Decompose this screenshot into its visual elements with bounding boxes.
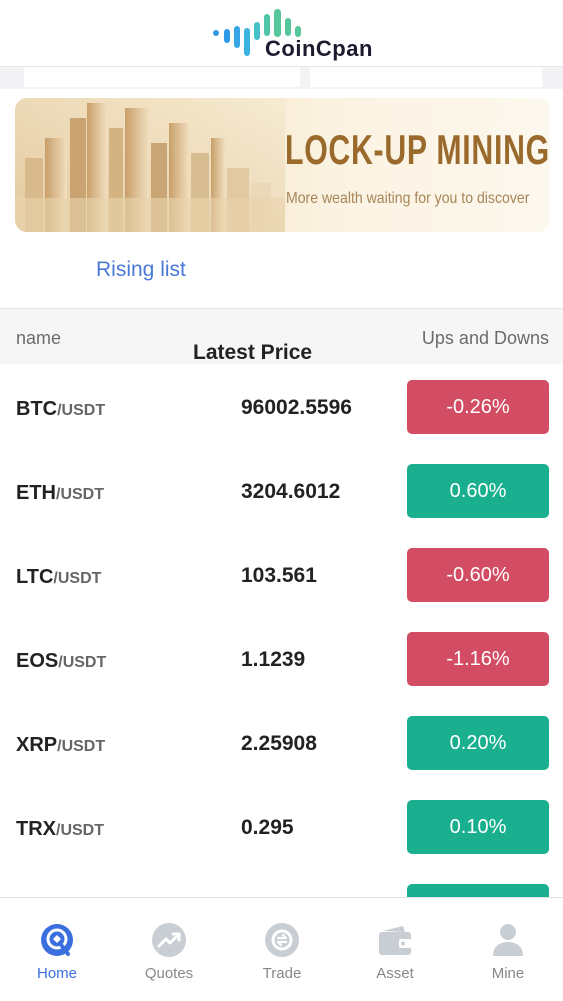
table-row[interactable]	[0, 868, 563, 897]
change-badge[interactable]: -0.60%	[407, 548, 549, 602]
quote-symbol: /USDT	[58, 654, 107, 671]
nav-asset[interactable]: Asset	[339, 898, 451, 1001]
pair-label: BTC/USDT	[16, 398, 105, 421]
change-badge[interactable]: -0.26%	[407, 380, 549, 434]
change-badge[interactable]: 0.60%	[407, 464, 549, 518]
table-row[interactable]: ETH/USDT 3204.6012 0.60%	[0, 448, 563, 532]
app-header: CoinCpan	[0, 0, 563, 67]
quote-symbol: /USDT	[56, 822, 104, 839]
banner-title: LOCK-UP MINING	[285, 126, 550, 173]
city-illustration	[15, 98, 285, 232]
nav-label: Mine	[491, 965, 525, 982]
quote-symbol: /USDT	[57, 738, 106, 755]
base-symbol: XRP	[16, 734, 58, 756]
pair-label: LTC/USDT	[16, 566, 101, 589]
market-list: BTC/USDT 96002.5596 -0.26% ETH/USDT 3204…	[0, 364, 563, 897]
latest-price: 1.1239	[241, 648, 306, 671]
nav-home[interactable]: Home	[1, 898, 113, 1001]
quotes-icon	[152, 923, 186, 957]
brand-name: CoinCpan	[265, 36, 373, 61]
latest-price: 2.25908	[241, 732, 317, 755]
pair-label: ETH/USDT	[16, 482, 104, 505]
nav-quotes[interactable]: Quotes	[113, 898, 225, 1001]
wallet-icon	[379, 926, 411, 955]
pair-label: XRP/USDT	[16, 734, 105, 757]
latest-price: 3204.6012	[241, 480, 341, 503]
user-icon	[493, 924, 523, 956]
header-ups-and-downs: Ups and Downs	[421, 328, 549, 348]
table-row[interactable]: XRP/USDT 2.25908 0.20%	[0, 700, 563, 784]
tab-rising-list[interactable]: Rising list	[96, 258, 186, 281]
promo-banner[interactable]: LOCK-UP MINING More wealth waiting for y…	[15, 98, 550, 232]
table-row[interactable]: BTC/USDT 96002.5596 -0.26%	[0, 364, 563, 448]
latest-price: 103.561	[241, 564, 317, 587]
nav-trade[interactable]: Trade	[226, 898, 338, 1001]
header-latest-price: Latest Price	[193, 341, 313, 364]
top-card-right[interactable]	[310, 67, 542, 87]
quote-symbol: /USDT	[56, 486, 104, 503]
change-badge[interactable]: -1.16%	[407, 632, 549, 686]
latest-price: 0.295	[241, 816, 294, 839]
pair-label: TRX/USDT	[16, 818, 104, 841]
base-symbol: ETH	[16, 482, 56, 504]
base-symbol: BTC	[16, 398, 58, 420]
quote-symbol: /USDT	[53, 570, 102, 587]
bottom-nav: Home Quotes Trade Asset Mine	[0, 897, 563, 1001]
trade-icon	[265, 923, 299, 957]
nav-label: Quotes	[144, 965, 194, 982]
logo-icon	[213, 9, 301, 56]
nav-label: Asset	[376, 965, 414, 982]
nav-label: Home	[36, 965, 77, 982]
table-header: name Latest Price Ups and Downs	[0, 308, 563, 364]
table-row[interactable]: TRX/USDT 0.295 0.10%	[0, 784, 563, 868]
pair-label: EOS/USDT	[16, 650, 106, 673]
table-row[interactable]: EOS/USDT 1.1239 -1.16%	[0, 616, 563, 700]
home-icon	[41, 924, 73, 956]
banner-subtitle: More wealth waiting for you to discover	[286, 190, 530, 207]
table-row[interactable]: LTC/USDT 103.561 -0.60%	[0, 532, 563, 616]
top-card-left[interactable]	[24, 67, 300, 87]
quote-symbol: /USDT	[57, 402, 106, 419]
change-badge[interactable]	[407, 884, 549, 897]
top-cards	[0, 67, 563, 89]
nav-label: Trade	[262, 965, 302, 982]
base-symbol: LTC	[16, 566, 54, 588]
change-badge[interactable]: 0.20%	[407, 716, 549, 770]
change-badge[interactable]: 0.10%	[407, 800, 549, 854]
latest-price: 96002.5596	[241, 396, 352, 419]
nav-mine[interactable]: Mine	[452, 898, 563, 1001]
base-symbol: TRX	[16, 818, 56, 840]
header-name: name	[16, 328, 62, 348]
base-symbol: EOS	[16, 650, 59, 672]
